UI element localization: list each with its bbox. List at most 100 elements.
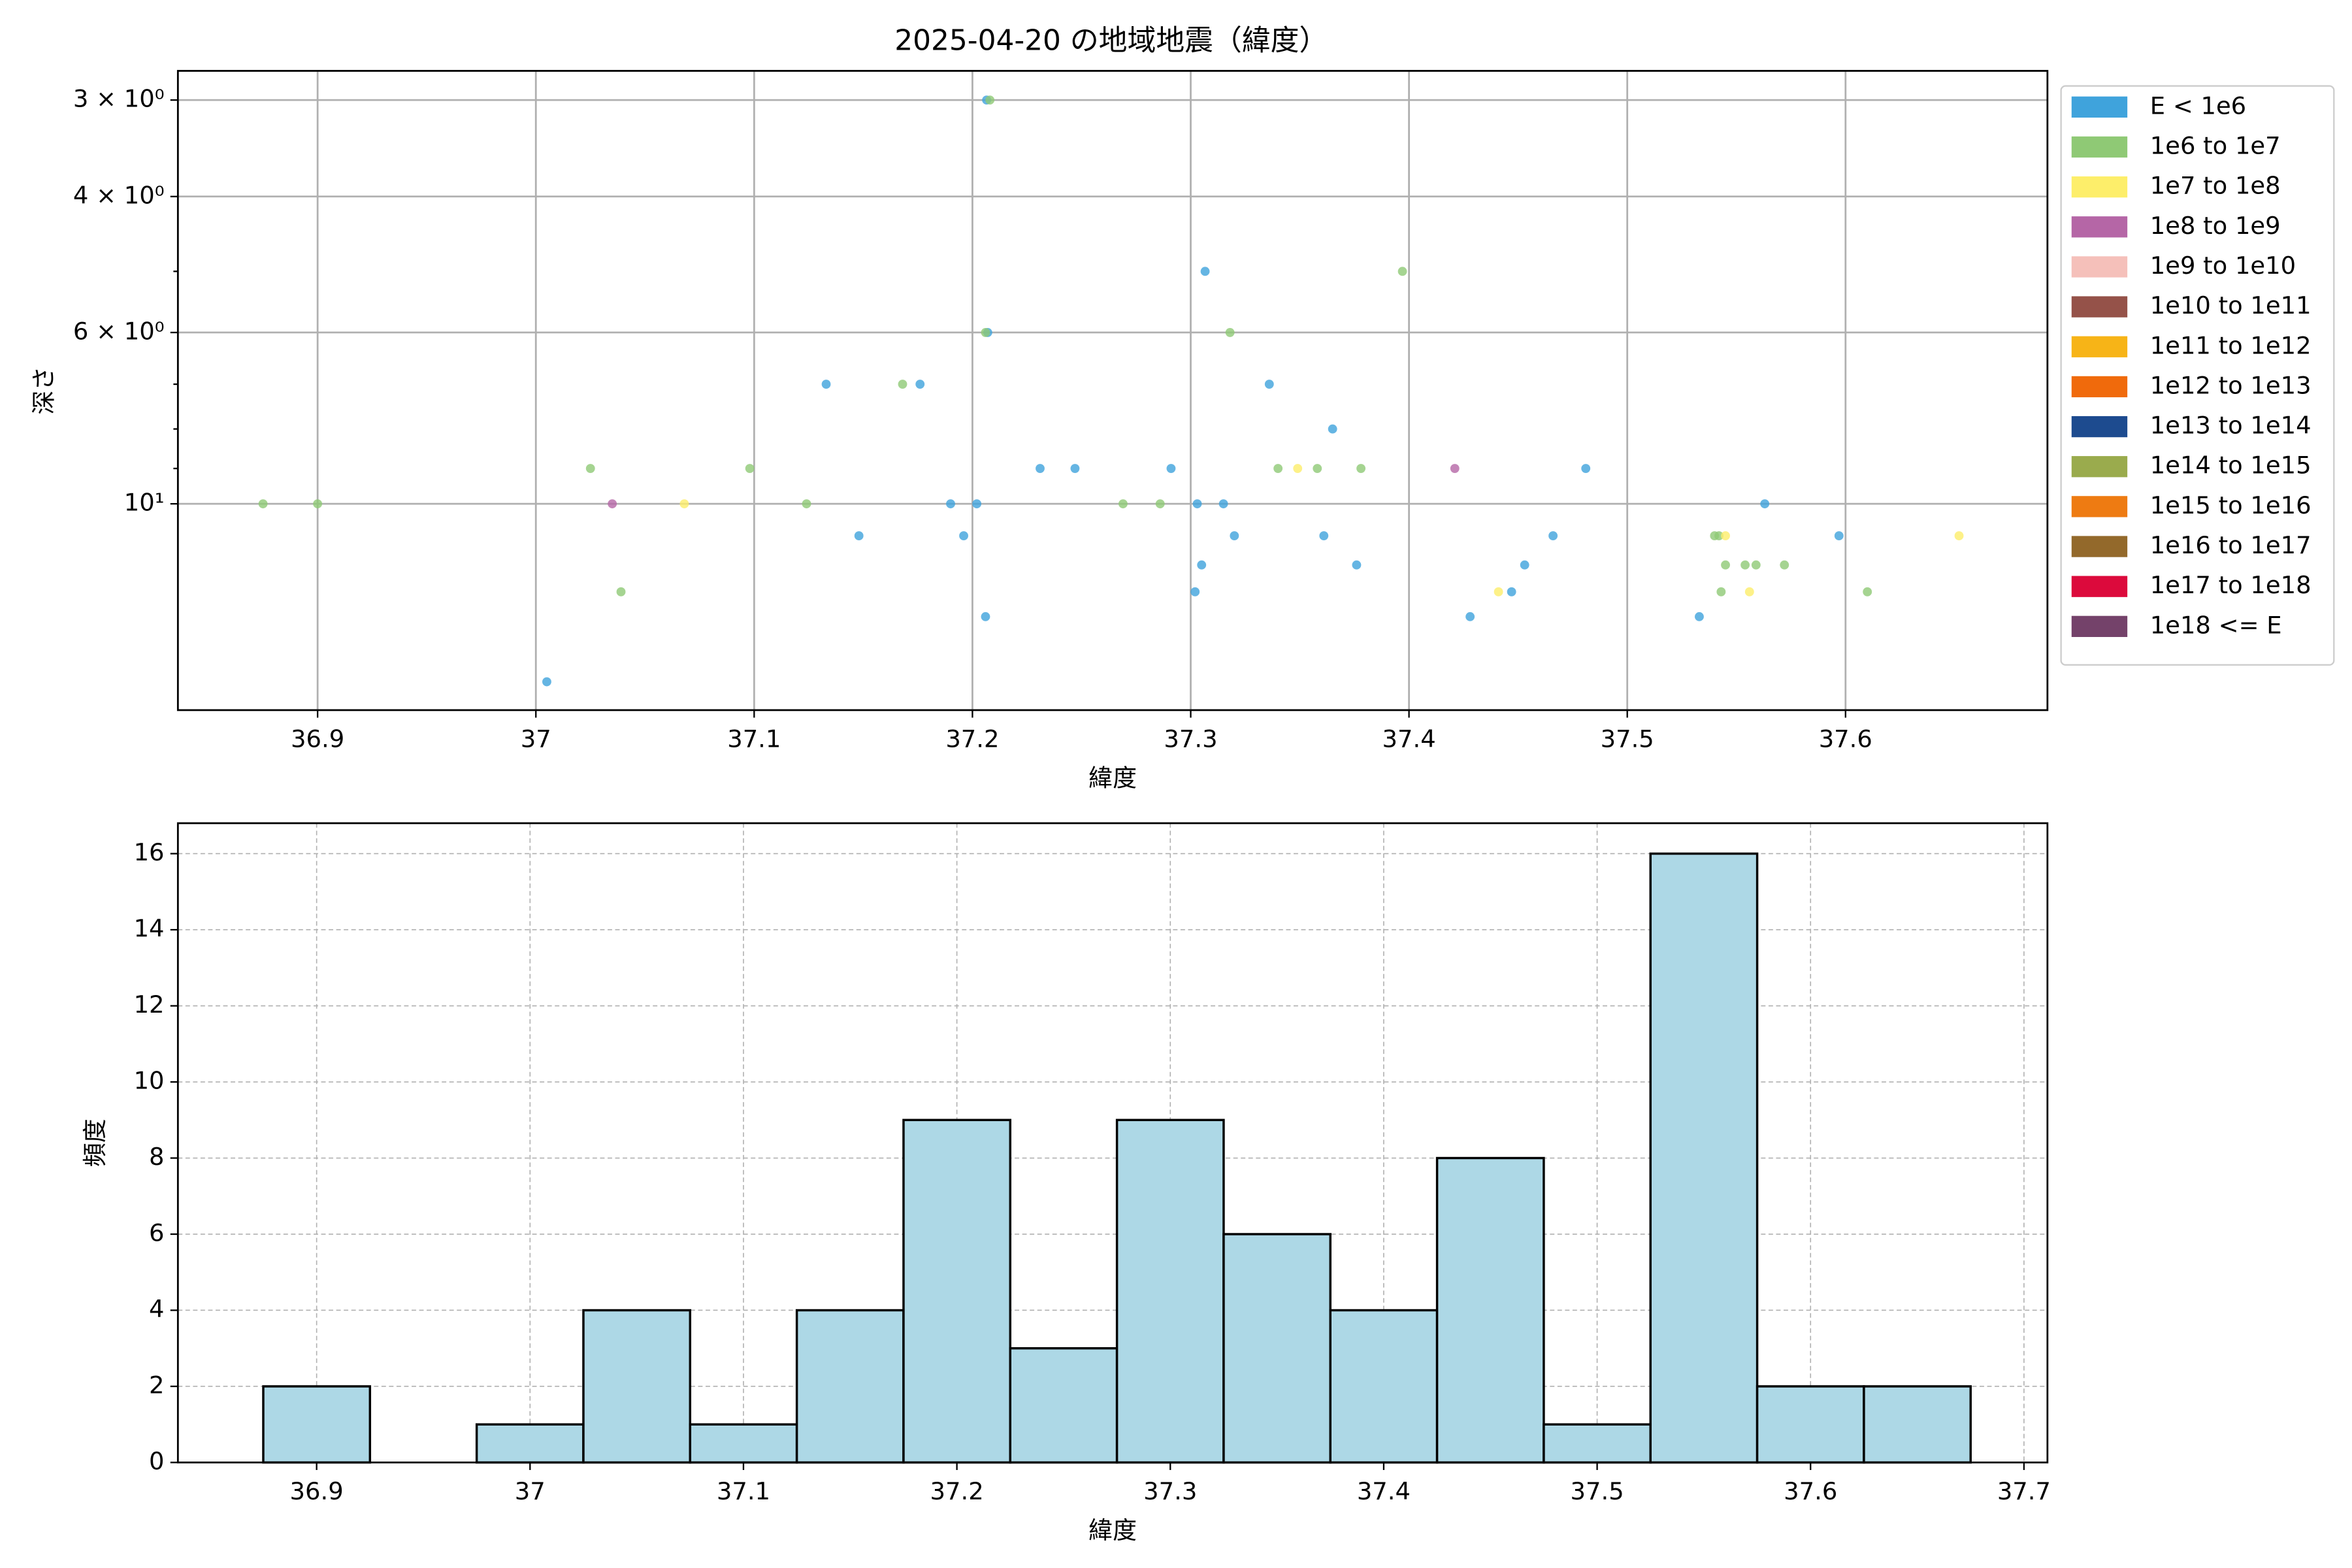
scatter-point: [1225, 328, 1235, 337]
legend-swatch: [2071, 96, 2128, 118]
scatter-point: [1780, 560, 1789, 570]
scatter-point: [1197, 560, 1207, 570]
scatter-point: [1695, 612, 1704, 621]
scatter-point: [854, 531, 864, 540]
scatter-point: [608, 499, 617, 509]
scatter-point: [821, 380, 831, 389]
scatter-point: [1716, 587, 1726, 596]
scatter-point: [1218, 499, 1228, 509]
scatter-point: [1507, 587, 1516, 596]
scatter-point: [1751, 560, 1761, 570]
y-tick-label: 6: [149, 1219, 164, 1247]
x-tick-label: 37.5: [1571, 1477, 1624, 1505]
histogram-bar: [1329, 1309, 1439, 1464]
y-tick-label: 4: [149, 1295, 164, 1323]
x-tick-label: 37.6: [1784, 1477, 1837, 1505]
legend-label: 1e10 to 1e11: [2150, 291, 2311, 319]
scatter-point: [585, 464, 595, 473]
scatter-point: [802, 499, 811, 509]
legend-label: 1e15 to 1e16: [2150, 491, 2311, 519]
x-tick-label: 36.9: [291, 725, 344, 753]
plot-frame: [176, 70, 2049, 711]
legend-label: 1e9 to 1e10: [2150, 252, 2296, 280]
scatter-point: [1328, 424, 1337, 434]
scatter-point: [258, 499, 268, 509]
y-tick-label: 2: [149, 1371, 164, 1399]
histogram-bar: [582, 1309, 692, 1464]
legend-label: 1e18 <= E: [2150, 611, 2282, 639]
scatter-point: [898, 380, 907, 389]
scatter-point: [1319, 531, 1329, 540]
scatter-point: [1760, 499, 1770, 509]
legend-swatch: [2071, 256, 2128, 278]
scatter-point: [1264, 380, 1274, 389]
scatter-point: [946, 499, 955, 509]
histogram-bar: [1009, 1347, 1119, 1464]
scatter-point: [915, 380, 925, 389]
y-tick-label: 12: [134, 990, 165, 1019]
histogram-bar: [1863, 1385, 1972, 1464]
scatter-point: [1293, 464, 1303, 473]
scatter-point: [1192, 499, 1202, 509]
y-tick-label: 6 × 10⁰: [73, 317, 165, 345]
legend-label: 1e8 to 1e9: [2150, 212, 2281, 240]
chart-title: 2025-04-20 の地域地震（緯度）: [894, 24, 1328, 57]
scatter-point: [1581, 464, 1591, 473]
scatter-point: [1954, 531, 1964, 540]
histogram-bar: [475, 1423, 585, 1464]
x-axis-label: 緯度: [1088, 764, 1137, 792]
legend-swatch: [2071, 296, 2128, 318]
scatter-point: [1744, 587, 1754, 596]
legend-swatch: [2071, 456, 2128, 478]
y-tick-label: 16: [134, 838, 165, 866]
scatter-point: [1070, 464, 1080, 473]
histogram-bar: [1222, 1233, 1332, 1464]
histogram-bar: [1649, 852, 1759, 1464]
plot-frame: [176, 822, 2049, 1463]
scatter-point: [1119, 499, 1128, 509]
scatter-point: [1313, 464, 1322, 473]
histogram-bar: [262, 1385, 372, 1464]
histogram-bar: [689, 1423, 798, 1464]
legend-label: 1e17 to 1e18: [2150, 571, 2311, 599]
x-tick-label: 37: [515, 1477, 546, 1505]
scatter-point: [1721, 560, 1730, 570]
histogram-bar: [1543, 1423, 1652, 1464]
x-axis-label: 緯度: [1088, 1516, 1137, 1544]
y-tick-label: 10: [134, 1067, 165, 1095]
scatter-point: [1397, 267, 1407, 276]
legend-swatch: [2071, 416, 2128, 438]
y-tick-label: 4 × 10⁰: [73, 181, 165, 209]
legend-swatch: [2071, 136, 2128, 158]
x-tick-label: 37.2: [930, 1477, 984, 1505]
histogram-bar: [1115, 1119, 1225, 1464]
scatter-point: [1520, 560, 1529, 570]
x-tick-label: 37.5: [1601, 725, 1654, 753]
scatter-point: [972, 499, 982, 509]
scatter-point: [1548, 531, 1558, 540]
legend-label: E < 1e6: [2150, 91, 2246, 120]
legend-label: 1e14 to 1e15: [2150, 451, 2311, 480]
x-tick-label: 37.2: [945, 725, 999, 753]
scatter-point: [1200, 267, 1210, 276]
scatter-point: [1352, 560, 1362, 570]
x-tick-label: 37.1: [727, 725, 781, 753]
scatter-point: [1036, 464, 1045, 473]
histogram-bar: [1756, 1385, 1865, 1464]
scatter-point: [679, 499, 689, 509]
x-tick-label: 37: [521, 725, 551, 753]
histogram-bar: [902, 1119, 1012, 1464]
x-tick-label: 37.6: [1819, 725, 1872, 753]
x-tick-label: 37.3: [1143, 1477, 1197, 1505]
scatter-point: [1190, 587, 1200, 596]
y-tick-label: 0: [149, 1447, 164, 1475]
scatter-point: [985, 95, 995, 105]
legend-swatch: [2071, 536, 2128, 557]
legend-label: 1e12 to 1e13: [2150, 371, 2311, 399]
scatter-point: [1230, 531, 1239, 540]
scatter-point: [1721, 531, 1730, 540]
x-tick-label: 37.4: [1357, 1477, 1411, 1505]
y-tick-label: 10¹: [124, 489, 165, 517]
scatter-point: [745, 464, 755, 473]
